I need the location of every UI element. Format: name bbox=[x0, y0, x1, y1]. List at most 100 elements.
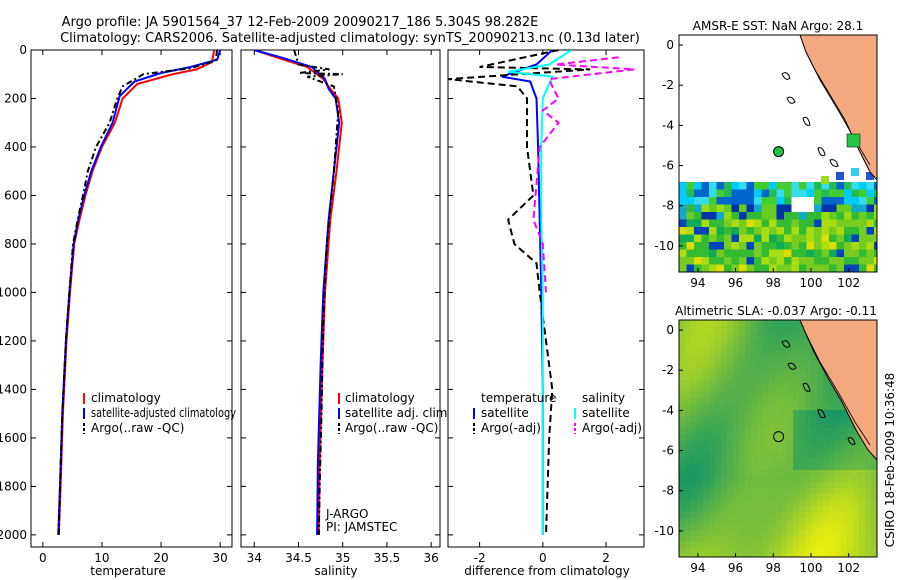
sla-cell bbox=[679, 410, 686, 417]
sla-cell bbox=[721, 494, 728, 501]
sst-cell bbox=[874, 249, 877, 258]
sla-cell bbox=[739, 482, 746, 489]
sla-cell bbox=[823, 392, 830, 399]
sla-cell bbox=[739, 470, 746, 477]
x-tick-label: 0 bbox=[39, 551, 47, 565]
sla-cell bbox=[697, 554, 704, 557]
sla-cell bbox=[733, 464, 740, 471]
sla-cell bbox=[799, 512, 806, 519]
sst-cell bbox=[769, 197, 777, 205]
sla-cell bbox=[763, 446, 770, 453]
sla-cell bbox=[811, 470, 818, 477]
sla-cell bbox=[697, 476, 704, 483]
sla-cell bbox=[829, 428, 836, 435]
sst-cell bbox=[844, 257, 852, 265]
sst-cell bbox=[686, 257, 695, 265]
sla-cell bbox=[679, 374, 686, 381]
sla-cell bbox=[781, 512, 788, 519]
sst-cell bbox=[791, 219, 800, 228]
sst-cell bbox=[709, 234, 717, 243]
sla-cell bbox=[769, 350, 776, 357]
sla-cell bbox=[799, 458, 806, 465]
sla-cell bbox=[793, 398, 800, 405]
sla-cell bbox=[841, 452, 848, 459]
sla-cell bbox=[733, 434, 740, 441]
sla-cell bbox=[745, 380, 752, 387]
sla-cell bbox=[847, 482, 854, 489]
sla-cell bbox=[733, 428, 740, 435]
sla-cell bbox=[811, 434, 818, 441]
sst-cell bbox=[746, 242, 755, 250]
sla-cell bbox=[811, 554, 818, 557]
sla-cell bbox=[733, 332, 740, 339]
sla-cell bbox=[733, 362, 740, 369]
sla-cell bbox=[823, 530, 830, 537]
sla-cell bbox=[763, 422, 770, 429]
sla-cell bbox=[727, 548, 734, 555]
sla-cell bbox=[775, 416, 782, 423]
sla-cell bbox=[745, 458, 752, 465]
sst-cell bbox=[679, 257, 687, 265]
sla-cell bbox=[787, 362, 794, 369]
sla-cell bbox=[751, 344, 758, 351]
sla-cell bbox=[781, 458, 788, 465]
sla-cell bbox=[769, 458, 776, 465]
sla-cell bbox=[799, 410, 806, 417]
sla-cell bbox=[769, 398, 776, 405]
sla-cell bbox=[751, 434, 758, 441]
sla-cell bbox=[775, 422, 782, 429]
sla-cell bbox=[775, 512, 782, 519]
sla-cell bbox=[757, 446, 764, 453]
sla-cell bbox=[697, 512, 704, 519]
sla-cell bbox=[709, 374, 716, 381]
sst-cell bbox=[791, 264, 800, 272]
series-line-salinity-argo-adj- bbox=[532, 56, 635, 293]
sla-cell bbox=[691, 500, 698, 507]
sla-cell bbox=[769, 344, 776, 351]
sla-cell bbox=[739, 548, 746, 555]
legend-label-climatology: climatology bbox=[91, 391, 161, 405]
sst-cell bbox=[731, 249, 740, 258]
sst-cell bbox=[866, 227, 875, 235]
sla-cell bbox=[877, 356, 883, 362]
sla-cell bbox=[715, 368, 722, 375]
sla-cell bbox=[859, 458, 866, 465]
x-tick-label: 2 bbox=[602, 551, 610, 565]
sla-cell bbox=[859, 518, 866, 525]
sla-cell bbox=[715, 464, 722, 471]
sla-cell bbox=[853, 518, 860, 525]
sla-cell bbox=[715, 518, 722, 525]
sst-cell bbox=[844, 219, 852, 228]
sst-cell bbox=[829, 182, 837, 190]
sla-cell bbox=[829, 542, 836, 549]
sla-cell bbox=[805, 338, 812, 345]
sla-cell bbox=[811, 386, 818, 393]
sla-cell bbox=[859, 482, 866, 489]
sst-cell bbox=[739, 197, 747, 205]
sla-cell bbox=[757, 332, 764, 339]
sla-cell bbox=[799, 404, 806, 411]
sla-cell bbox=[697, 380, 704, 387]
sla-cell bbox=[715, 446, 722, 453]
sla-cell bbox=[757, 362, 764, 369]
sla-cell bbox=[745, 554, 752, 557]
sla-cell bbox=[703, 368, 710, 375]
sst-cell bbox=[836, 264, 845, 272]
sla-cell bbox=[841, 518, 848, 525]
sla-cell bbox=[835, 518, 842, 525]
sla-cell bbox=[679, 416, 686, 423]
sla-cell bbox=[787, 536, 794, 543]
sst-cell bbox=[746, 234, 755, 243]
sla-cell bbox=[847, 542, 854, 549]
sst-cell bbox=[679, 227, 687, 235]
sst-cell bbox=[739, 182, 747, 190]
sla-cell bbox=[763, 542, 770, 549]
sla-cell bbox=[823, 488, 830, 495]
sla-cell bbox=[823, 536, 830, 543]
sst-cell bbox=[724, 249, 732, 258]
sla-cell bbox=[763, 434, 770, 441]
sla-cell bbox=[787, 506, 794, 513]
sla-cell bbox=[787, 428, 794, 435]
